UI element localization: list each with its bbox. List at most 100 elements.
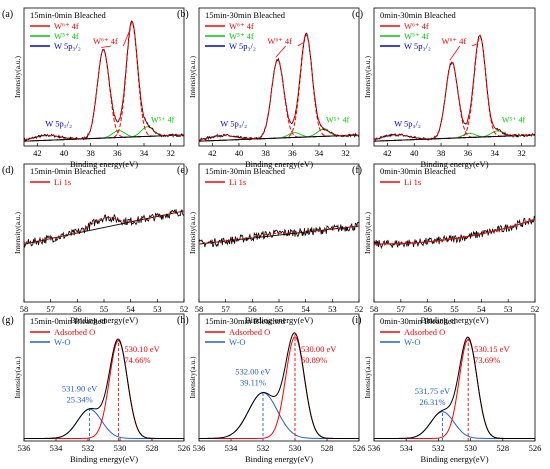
panel-label: (c) <box>352 9 363 20</box>
x-tick-label: 56 <box>248 304 257 314</box>
x-axis-label: Binding energy(eV) <box>245 315 313 325</box>
x-tick-label: 34 <box>315 148 324 158</box>
w6-arrow <box>297 41 305 47</box>
x-tick-label: 56 <box>423 304 432 314</box>
panel-label: (i) <box>352 315 361 326</box>
w6-component-2 <box>373 61 536 142</box>
panel-label: (d) <box>2 165 14 176</box>
panel-title: 15min-0min Bleached <box>30 316 107 326</box>
w6-component-2 <box>198 58 360 142</box>
panel-title: 15min-0min Bleached <box>30 10 107 20</box>
envelope <box>199 332 359 439</box>
legend-entry: W⁶⁺ 4f <box>229 21 254 31</box>
panel-f: 58 57 56 55 54 53 52 Binding energy(eV) Intensit… <box>352 163 540 325</box>
x-axis-label: Binding energy(eV) <box>420 454 488 464</box>
w5p-annotation: W 5p₃/₂ <box>220 119 247 129</box>
w6-annotation: W⁶⁺ 4f <box>93 36 118 46</box>
x-tick-label: 58 <box>20 304 29 314</box>
adsorbed-o-energy-label: 530.15 eV <box>474 344 510 354</box>
w5-annotation: W⁵⁺ 4f <box>151 116 175 125</box>
x-tick-label: 536 <box>18 443 31 453</box>
x-tick-label: 530 <box>289 443 302 453</box>
legend-entry: W 5p₃/₂ <box>54 41 81 51</box>
x-tick-label: 532 <box>432 443 445 453</box>
x-tick-label: 32 <box>341 148 350 158</box>
x-tick-label: 532 <box>257 443 270 453</box>
plot-frame <box>373 163 536 303</box>
envelope <box>374 336 535 439</box>
w6-arrow <box>449 45 461 61</box>
x-tick-label: 56 <box>73 304 82 314</box>
y-axis-label: Intensity(a.u.) <box>13 55 22 98</box>
x-tick-label: 528 <box>496 443 509 453</box>
wo-percent-label: 25.34% <box>66 394 92 404</box>
panel-title: 15min-30min Bleached <box>205 316 286 326</box>
baseline <box>23 134 185 142</box>
x-tick-label: 58 <box>195 304 204 314</box>
x-tick-label: 57 <box>397 304 406 314</box>
w5-component-1 <box>23 126 185 142</box>
wo-energy-label: 531.75 eV <box>415 386 451 396</box>
w6-arrow <box>122 29 131 47</box>
x-tick-label: 42 <box>33 148 42 158</box>
adsorbed-o-percent-label: 74.66% <box>124 355 150 365</box>
panel-h: 536 534 532 530 528 526 Binding energy(eV) Inte… <box>177 313 365 464</box>
x-tick-label: 52 <box>531 304 540 314</box>
panel-label: (a) <box>2 9 13 20</box>
w6-arrow <box>471 43 479 47</box>
x-tick-label: 55 <box>275 304 284 314</box>
raw-spectrum <box>23 208 185 249</box>
panel-label: (g) <box>2 315 14 326</box>
plot-frame <box>23 7 185 147</box>
panel-i: 536 534 532 530 528 526 Binding energy(eV) Inte… <box>352 313 541 464</box>
fit-curve <box>198 225 360 245</box>
baseline <box>198 134 360 142</box>
wo-percent-label: 26.31% <box>419 397 445 407</box>
plot-frame <box>373 313 536 442</box>
plot-frame <box>373 7 536 147</box>
panel-title: 15min-30min Bleached <box>205 10 286 20</box>
w6-arrow <box>275 45 286 58</box>
x-tick-label: 57 <box>221 304 230 314</box>
y-axis-label: Intensity(a.u.) <box>363 356 372 399</box>
legend-entry: W⁵⁺ 4f <box>54 31 79 41</box>
x-tick-label: 36 <box>288 148 297 158</box>
x-tick-label: 54 <box>477 304 486 314</box>
legend-entry: Adsorbed O <box>54 327 95 337</box>
legend-entry: Li 1s <box>229 177 246 187</box>
x-tick-label: 536 <box>368 443 381 453</box>
w6-annotation: W⁶⁺ 4f <box>441 36 466 46</box>
x-axis-label: Binding energy(eV) <box>70 315 138 325</box>
wo-energy-label: 532.00 eV <box>235 367 271 377</box>
x-tick-label: 40 <box>60 148 69 158</box>
w6-annotation: W⁶⁺ 4f <box>267 36 292 46</box>
legend-entry: Adsorbed O <box>404 327 445 337</box>
x-tick-label: 53 <box>328 304 337 314</box>
x-tick-label: 32 <box>517 148 526 158</box>
x-tick-label: 52 <box>355 304 364 314</box>
fit-envelope <box>373 34 536 141</box>
y-axis-label: Intensity(a.u.) <box>363 55 372 98</box>
w5p-annotation: W 5p₃/₂ <box>45 119 72 129</box>
panel-label: (f) <box>352 165 362 176</box>
fit-envelope <box>23 21 185 141</box>
x-tick-label: 42 <box>208 148 217 158</box>
x-tick-label: 532 <box>82 443 95 453</box>
x-tick-label: 530 <box>114 443 127 453</box>
adsorbed-o-percent-label: 60.89% <box>301 355 327 365</box>
panel-title: 15min-0min Bleached <box>30 166 107 176</box>
x-tick-label: 42 <box>383 148 392 158</box>
x-tick-label: 534 <box>400 443 414 453</box>
legend-entry: W⁵⁺ 4f <box>229 31 254 41</box>
panel-label: (e) <box>177 165 188 176</box>
baseline <box>373 134 536 142</box>
plot-frame <box>23 313 185 442</box>
panel-label: (b) <box>177 9 189 20</box>
x-axis-label: Binding energy(eV) <box>420 315 488 325</box>
w5-annotation: W⁵⁺ 4f <box>326 116 350 125</box>
panel-title: 15min-30min Bleached <box>205 166 286 176</box>
baseline <box>374 218 536 245</box>
